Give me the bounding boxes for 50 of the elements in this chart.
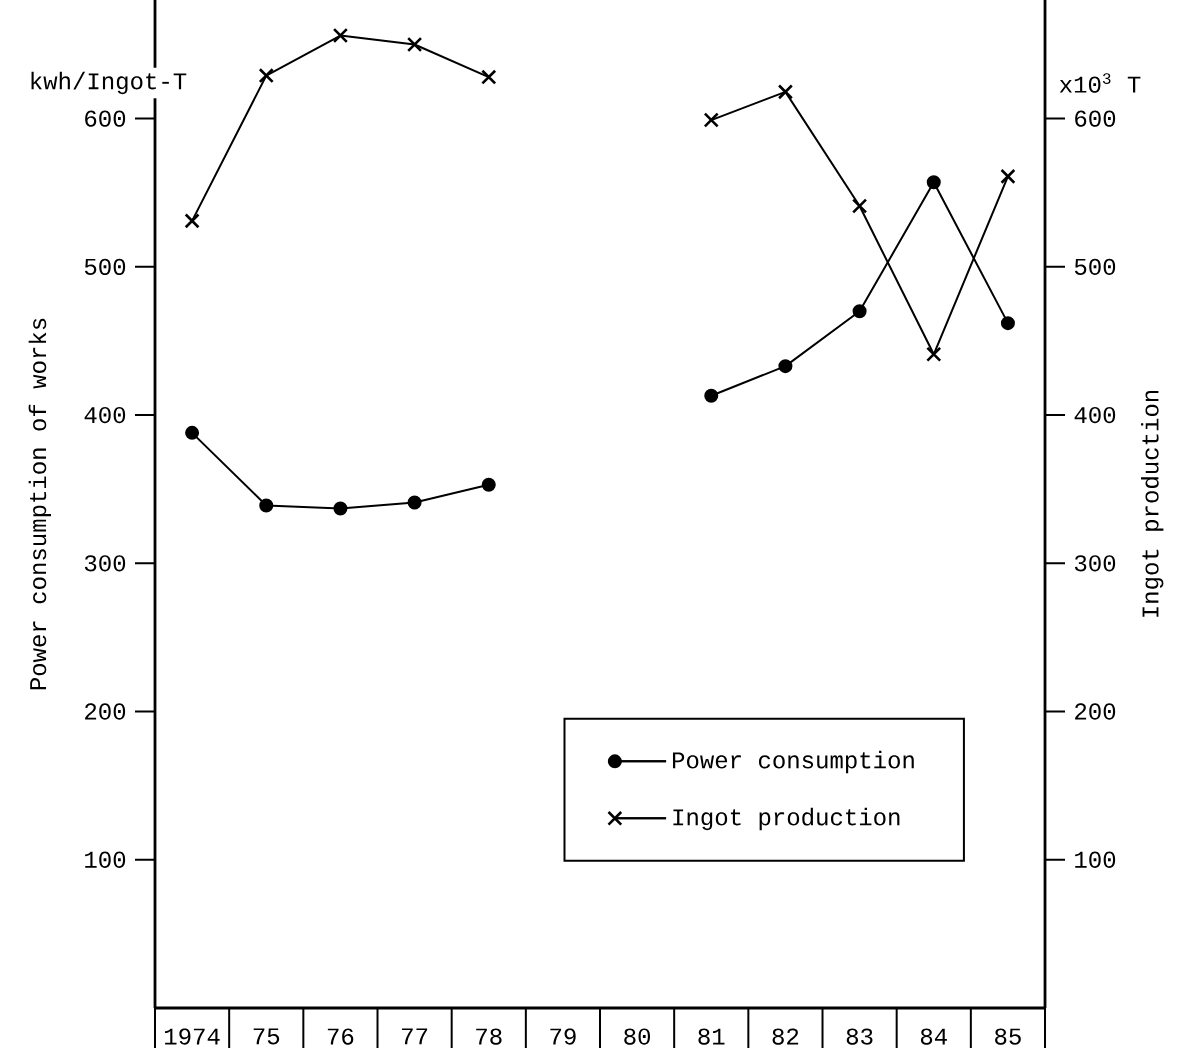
point (851, 198, 868, 214)
point (926, 175, 941, 190)
y2-tick-label: 200 (1075, 703, 1116, 720)
x-tick-label: 82 (772, 1028, 799, 1045)
annotation: kwh/Ingot-T (31, 71, 187, 95)
y2-tick-label: 100 (1075, 851, 1116, 868)
point (926, 346, 942, 362)
y-tick-label: 100 (85, 851, 126, 868)
point (258, 67, 274, 84)
x-tick-label: 75 (253, 1028, 280, 1045)
point (481, 477, 496, 492)
x-tick-label: 76 (327, 1028, 354, 1045)
y2-tick-label: 500 (1074, 258, 1116, 275)
x-tick-label: 85 (995, 1028, 1021, 1045)
point (704, 388, 719, 403)
x-tick-label: 84 (920, 1028, 947, 1045)
point (259, 498, 274, 513)
y2-tick-label: 300 (1074, 555, 1116, 572)
legend-label: Power consumption (672, 750, 914, 774)
point (184, 213, 200, 229)
point (777, 84, 794, 100)
y-axis-title: Power consumption of works (28, 318, 52, 690)
x-tick-label: 78 (476, 1028, 502, 1045)
x-tick-label: 1974 (165, 1028, 220, 1045)
point (703, 112, 719, 128)
point (406, 36, 423, 53)
x-tick-label: 81 (698, 1028, 725, 1045)
y2-axis-title: Ingot production (1141, 390, 1164, 617)
x-tick-label: 79 (550, 1028, 576, 1045)
point (852, 304, 867, 319)
x-tick-label: 77 (402, 1028, 428, 1045)
y-tick-label: 600 (85, 110, 126, 127)
legend-label: Ingot production (673, 807, 900, 831)
y-tick-label: 500 (84, 258, 126, 275)
point (407, 495, 422, 510)
y-tick-label: 400 (84, 406, 126, 424)
x-tick-label: 83 (846, 1028, 873, 1045)
y-tick-label: 300 (84, 555, 126, 572)
y2-tick-label: 400 (1074, 406, 1116, 424)
text: x10$^{3}$ T (1059, 73, 1141, 93)
point (332, 27, 349, 44)
point (1000, 168, 1016, 185)
point (778, 359, 793, 374)
y2-tick-label: 600 (1075, 110, 1116, 127)
x-tick-label: 80 (624, 1028, 651, 1045)
y-tick-label: 200 (85, 703, 126, 720)
point (185, 425, 200, 440)
point (481, 69, 497, 85)
point (333, 501, 348, 516)
point (1000, 316, 1015, 331)
